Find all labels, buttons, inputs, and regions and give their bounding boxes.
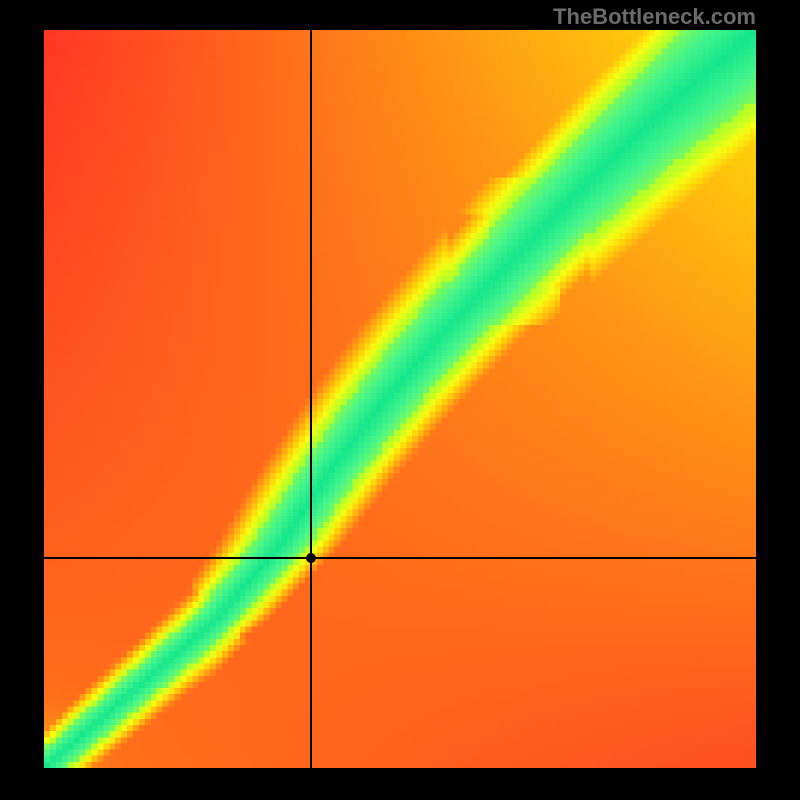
frame-bottom — [0, 768, 800, 800]
bottleneck-heatmap — [44, 30, 756, 768]
crosshair-horizontal — [44, 557, 756, 559]
crosshair-vertical — [310, 30, 312, 768]
watermark-text: TheBottleneck.com — [553, 4, 756, 30]
frame-left — [0, 0, 44, 800]
crosshair-marker — [306, 553, 316, 563]
frame-right — [756, 0, 800, 800]
